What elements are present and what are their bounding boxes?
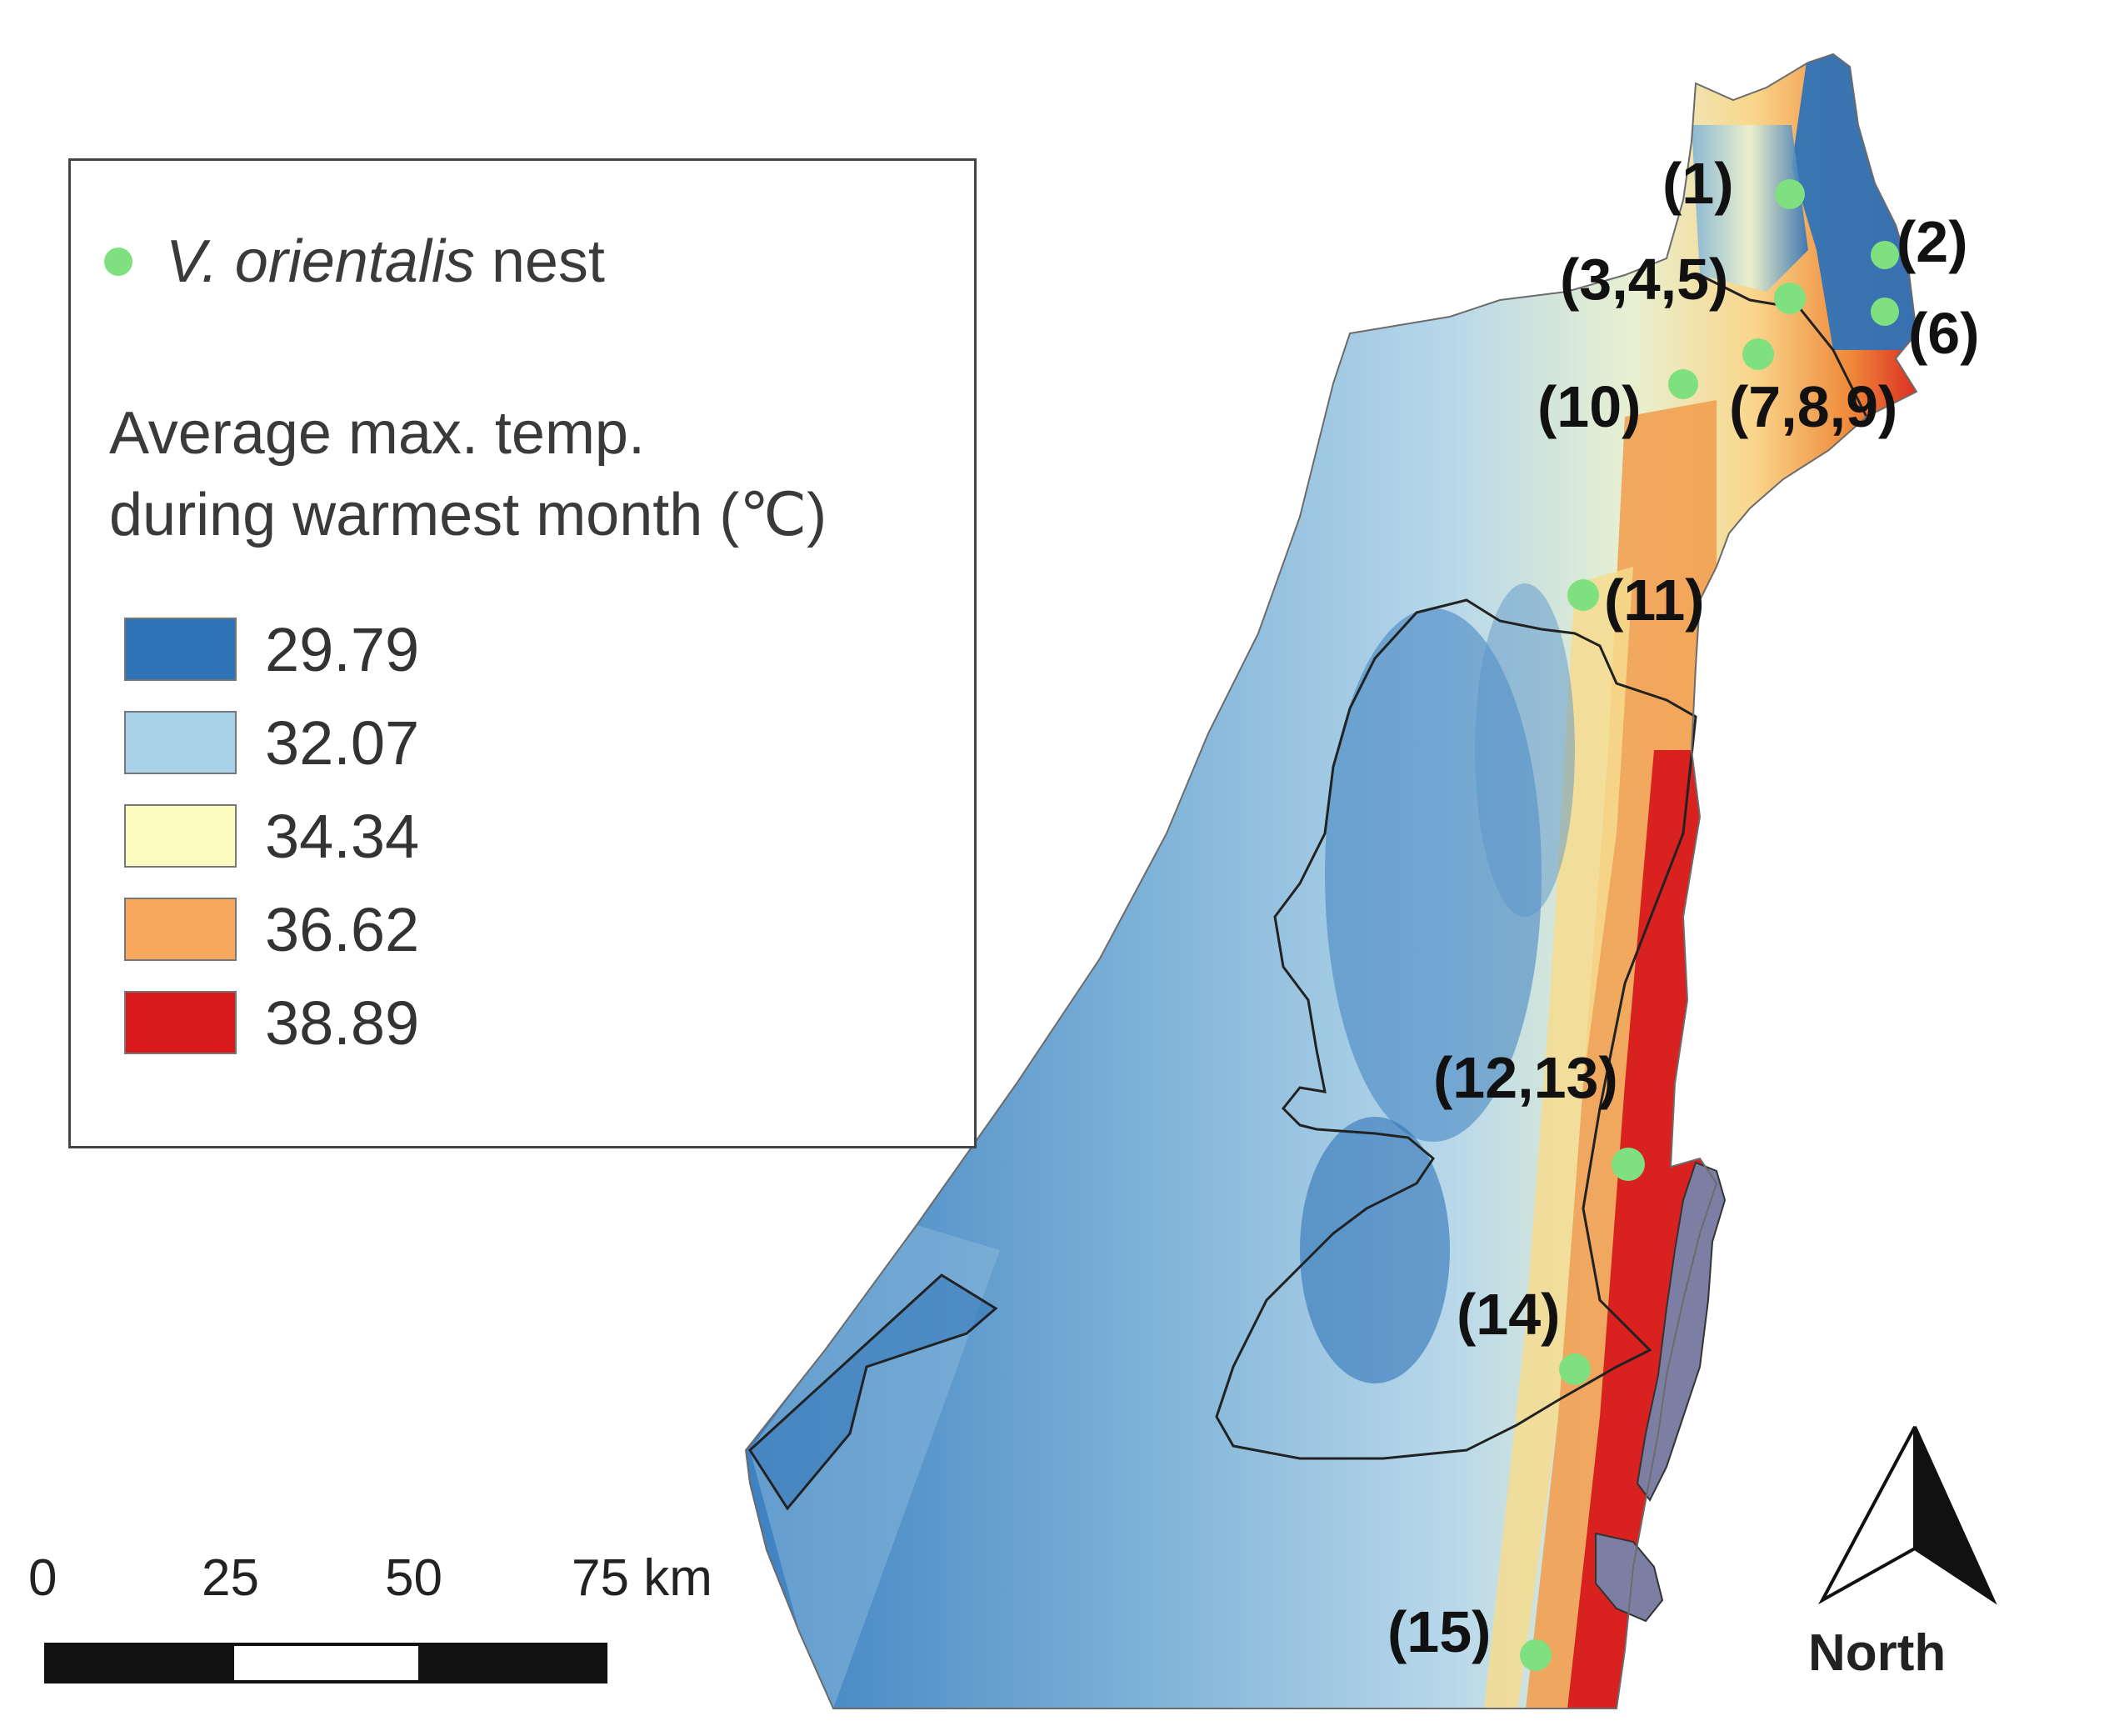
nest-point	[1775, 179, 1805, 209]
nest-points	[1520, 179, 1899, 1671]
legend-title: Average max. temp. during warmest month …	[109, 393, 827, 556]
legend-nest-entry: V. orientalis nest	[104, 228, 605, 296]
legend-nest-label: V. orientalis nest	[166, 228, 605, 296]
nest-point	[1612, 1148, 1645, 1181]
legend-swatch	[124, 804, 237, 868]
legend-class-label: 32.07	[265, 708, 420, 778]
site-label-7-8-9: (7,8,9)	[1729, 374, 1898, 439]
nest-point	[1774, 283, 1806, 314]
site-label-14: (14)	[1457, 1282, 1561, 1347]
scale-tick-25: 25	[202, 1549, 259, 1607]
legend-class: 29.79	[124, 603, 419, 696]
gaza-boundary	[748, 1273, 998, 1511]
north-label: North	[1808, 1624, 1947, 1682]
legend-class: 36.62	[124, 883, 419, 976]
legend-swatch	[124, 898, 237, 961]
nest-point	[1567, 579, 1599, 611]
legend-class-label: 34.34	[265, 801, 420, 871]
legend: V. orientalis nest Average max. temp. du…	[68, 158, 977, 1148]
legend-class: 32.07	[124, 696, 419, 789]
site-label-12-13: (12,13)	[1433, 1045, 1618, 1110]
legend-swatch	[124, 991, 237, 1054]
scale-bar	[44, 1643, 607, 1683]
nest-word: nest	[474, 228, 605, 295]
legend-title-line2: during warmest month (℃)	[109, 482, 827, 548]
legend-class-label: 38.89	[265, 988, 420, 1058]
nest-point	[1668, 369, 1698, 399]
legend-class-list: 29.79 32.07 34.34 36.62 38.89	[124, 603, 419, 1069]
site-label-11: (11)	[1604, 568, 1705, 633]
dead-sea	[1636, 1161, 1727, 1502]
legend-swatch	[124, 711, 237, 774]
site-label-10: (10)	[1537, 374, 1642, 439]
legend-class: 38.89	[124, 976, 419, 1069]
site-label-3-4-5: (3,4,5)	[1560, 247, 1729, 312]
legend-swatch	[124, 618, 237, 681]
west-bank-boundary	[1215, 598, 1697, 1460]
nest-point	[1871, 241, 1899, 269]
scale-tick-0: 0	[28, 1549, 57, 1607]
site-label-15: (15)	[1387, 1599, 1492, 1664]
nest-point	[1742, 338, 1774, 370]
north-arrow-icon	[1818, 1426, 1997, 1605]
legend-class: 34.34	[124, 789, 419, 883]
legend-title-line1: Average max. temp.	[109, 400, 645, 467]
scale-tick-50: 50	[385, 1549, 442, 1607]
nest-marker-icon	[104, 248, 132, 276]
site-label-6: (6)	[1908, 301, 1980, 366]
site-label-1: (1)	[1662, 151, 1734, 216]
site-label-2: (2)	[1897, 209, 1968, 274]
legend-class-label: 36.62	[265, 894, 420, 964]
nest-point	[1520, 1639, 1552, 1671]
species-name: V. orientalis	[166, 228, 475, 295]
legend-class-label: 29.79	[265, 614, 420, 684]
nest-point	[1559, 1353, 1591, 1385]
nest-point	[1871, 298, 1899, 326]
scale-tick-75: 75 km	[572, 1549, 712, 1607]
